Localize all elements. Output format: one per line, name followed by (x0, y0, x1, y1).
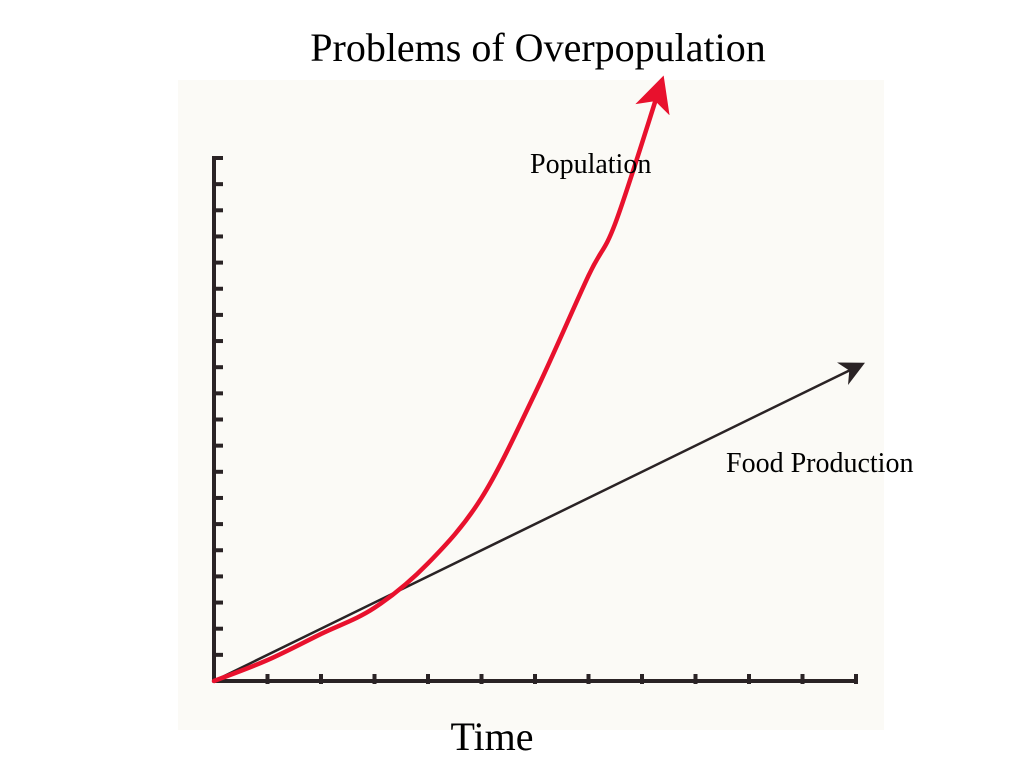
series-food-production-line (212, 362, 865, 683)
label-layer: Population Food Production (530, 149, 913, 479)
series-label-food-production: Food Production (726, 448, 913, 479)
chart-title: Problems of Overpopulation (310, 25, 766, 70)
axes (212, 156, 858, 684)
series-population-line (211, 75, 670, 684)
series-layer (211, 75, 865, 684)
x-axis-title: Time (450, 714, 534, 759)
series-label-population: Population (530, 149, 651, 180)
